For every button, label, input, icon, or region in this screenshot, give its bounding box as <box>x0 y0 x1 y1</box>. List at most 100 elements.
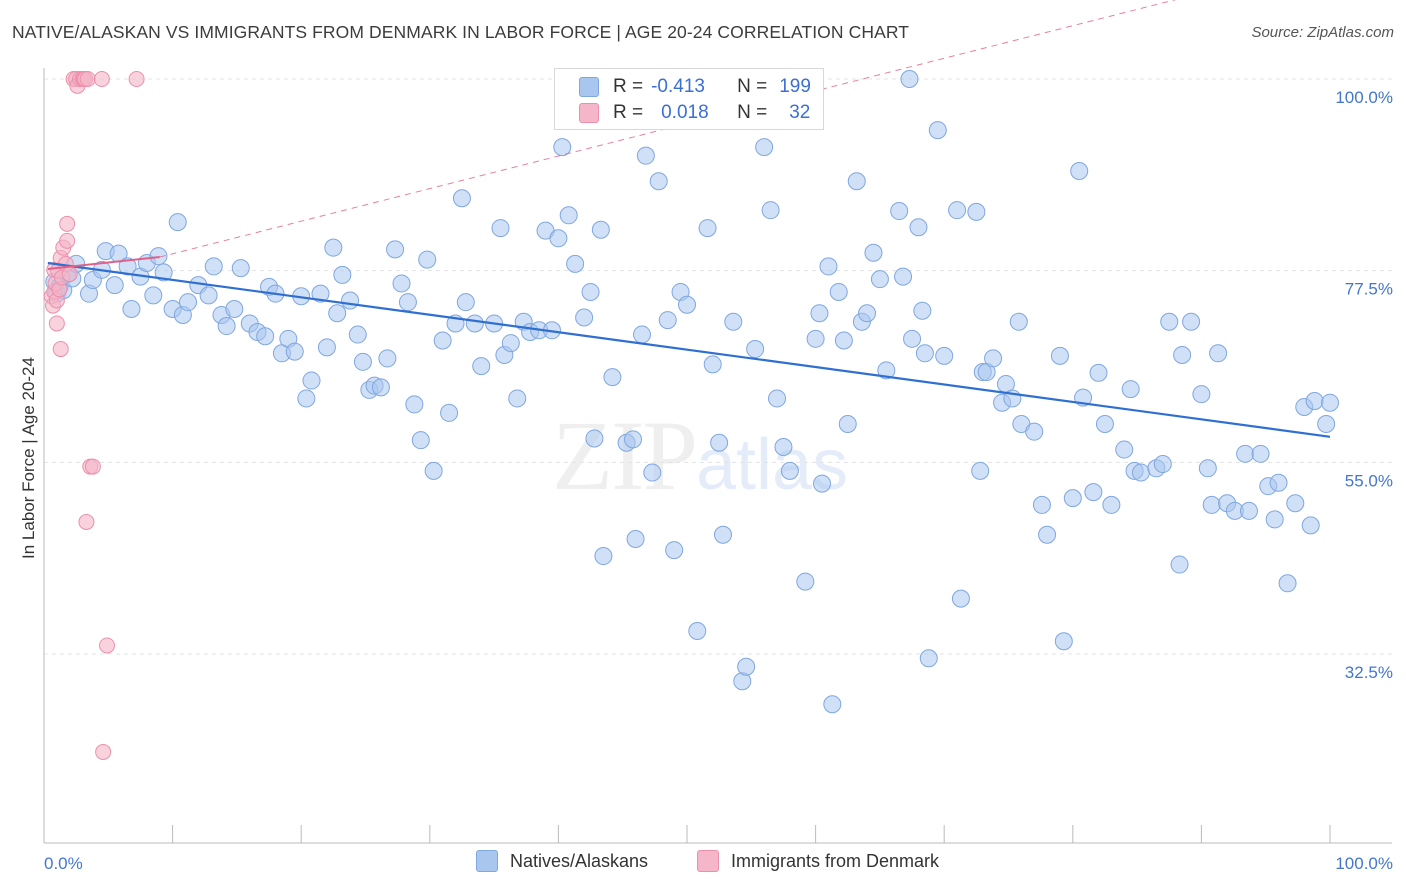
data-point-natives <box>575 308 594 327</box>
y-axis-label: In Labor Force | Age 20-24 <box>19 357 38 559</box>
data-point-natives <box>1025 422 1044 441</box>
data-point-natives <box>566 254 585 273</box>
series-immigrants-from-denmark <box>43 71 145 760</box>
data-point-denmark <box>61 266 78 283</box>
data-point-natives <box>774 438 793 456</box>
data-point-natives <box>935 346 954 365</box>
data-point-denmark <box>95 743 112 760</box>
data-point-natives <box>678 295 696 314</box>
data-point-natives <box>204 257 223 276</box>
data-point-natives <box>231 259 250 278</box>
data-point-natives <box>780 461 799 480</box>
tick-labels: 32.5% 55.0% 77.5% 100.0% 0.0% 100.0% <box>44 88 1393 873</box>
data-point-natives <box>1202 495 1221 514</box>
data-point-natives <box>838 415 857 433</box>
data-point-natives <box>951 589 970 608</box>
data-point-natives <box>452 189 471 208</box>
data-point-denmark <box>59 232 76 249</box>
series-legend-natives[interactable]: Natives/Alaskans <box>476 850 648 872</box>
data-point-denmark <box>59 215 76 232</box>
data-point-natives <box>559 206 578 225</box>
data-point-natives <box>585 429 604 448</box>
data-point-natives <box>508 389 527 408</box>
series-legend-denmark[interactable]: Immigrants from Denmark <box>697 850 939 872</box>
data-point-natives <box>1121 380 1140 399</box>
data-point-natives <box>710 433 729 452</box>
data-point-natives <box>105 276 124 295</box>
data-point-natives <box>154 263 173 282</box>
data-point-natives <box>870 270 889 289</box>
data-point-natives <box>122 300 141 318</box>
y-tick-label: 32.5% <box>1345 663 1393 682</box>
data-point-natives <box>1305 392 1324 410</box>
data-point-natives <box>353 352 372 371</box>
legend-row-denmark: R = 0.018 N = 32 <box>579 101 810 125</box>
data-point-natives <box>737 657 756 676</box>
data-point-natives <box>144 286 163 305</box>
data-point-natives <box>1009 312 1028 331</box>
data-point-natives <box>724 312 743 331</box>
data-point-natives <box>919 649 938 668</box>
data-point-natives <box>632 325 651 344</box>
data-point-natives <box>643 463 662 482</box>
data-point-natives <box>1286 494 1305 513</box>
data-point-natives <box>847 172 866 191</box>
data-point-natives <box>1236 444 1255 463</box>
data-point-natives <box>623 430 642 449</box>
data-point-natives <box>311 284 330 303</box>
data-point-natives <box>761 201 780 220</box>
data-point-natives <box>1301 516 1320 535</box>
source-label: Source: ZipAtlas.com <box>1251 24 1394 41</box>
data-point-natives <box>465 314 484 333</box>
series-legend: Natives/Alaskans Immigrants from Denmark <box>0 850 1406 878</box>
data-point-natives <box>1153 455 1172 474</box>
data-point-natives <box>491 219 510 238</box>
legend-r-label: R = <box>613 76 644 97</box>
data-point-natives <box>823 695 842 714</box>
data-point-natives <box>698 219 717 238</box>
data-point-natives <box>755 138 774 157</box>
data-point-natives <box>1269 473 1288 492</box>
data-point-natives <box>877 361 896 380</box>
data-point-natives <box>1084 483 1103 502</box>
data-point-natives <box>810 304 829 323</box>
data-point-natives <box>333 265 352 284</box>
data-point-natives <box>1170 555 1189 574</box>
data-point-natives <box>948 201 967 220</box>
data-point-natives <box>714 525 733 544</box>
data-point-natives <box>1160 312 1179 331</box>
data-point-natives <box>928 121 947 140</box>
legend-n-value-natives: 199 <box>779 76 811 97</box>
data-point-natives <box>649 172 668 191</box>
data-point-natives <box>398 293 417 312</box>
data-point-denmark <box>128 71 145 87</box>
data-point-natives <box>768 389 787 408</box>
data-point-natives <box>1063 489 1082 508</box>
data-point-natives <box>1054 632 1073 651</box>
data-point-natives <box>909 218 928 237</box>
data-point-natives <box>501 334 520 353</box>
data-point-natives <box>658 311 677 330</box>
data-point-natives <box>636 146 655 165</box>
legend-n-value-denmark: 32 <box>789 102 811 123</box>
data-point-natives <box>806 329 825 348</box>
data-point-natives <box>440 403 459 422</box>
data-point-natives <box>1050 346 1069 365</box>
data-point-natives <box>834 331 853 350</box>
data-point-natives <box>1115 440 1134 459</box>
data-point-natives <box>703 355 722 374</box>
data-point-natives <box>456 293 475 312</box>
data-point-natives <box>1089 363 1108 382</box>
series-legend-swatch-pink <box>697 850 719 872</box>
data-point-natives <box>179 293 198 312</box>
chart-title: NATIVE/ALASKAN VS IMMIGRANTS FROM DENMAR… <box>12 22 910 42</box>
data-point-natives <box>894 267 913 286</box>
y-tick-label: 55.0% <box>1345 471 1393 490</box>
data-point-natives <box>392 274 411 293</box>
data-point-denmark <box>79 71 96 87</box>
data-point-natives <box>302 371 321 390</box>
legend-r-label-2: R = <box>613 102 644 123</box>
data-point-natives <box>256 327 275 346</box>
data-point-natives <box>411 431 430 450</box>
data-point-natives <box>819 257 838 276</box>
